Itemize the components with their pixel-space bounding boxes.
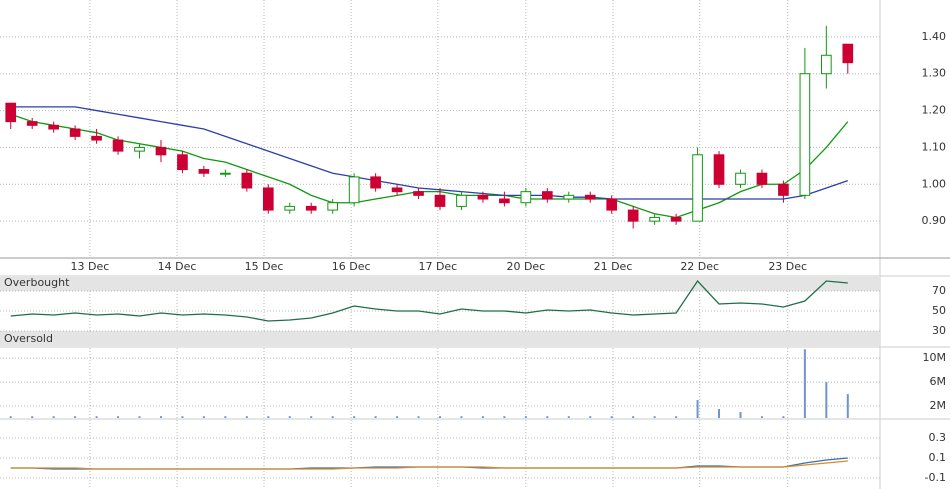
candle-body	[778, 183, 789, 196]
x-tick-label: 16 Dec	[332, 260, 371, 273]
y-tick-label: 10M	[923, 351, 947, 364]
x-tick-label: 21 Dec	[594, 260, 633, 273]
zone-label: Oversold	[4, 332, 53, 345]
y-tick-label: 1.30	[922, 67, 947, 80]
candle-body	[177, 154, 188, 171]
zone-band	[0, 276, 880, 291]
y-tick-label: 2M	[930, 399, 947, 412]
candle-body	[155, 146, 167, 156]
y-tick-label: 0.1	[929, 451, 947, 464]
candle-body	[262, 187, 274, 211]
y-tick-label: 50	[932, 304, 946, 317]
candle-body	[799, 73, 811, 196]
indicator-line	[10, 106, 849, 200]
indicator-line	[10, 460, 848, 470]
candle-body	[48, 124, 59, 130]
candle-body	[606, 198, 618, 211]
candle-body	[5, 102, 17, 123]
y-tick-label: 1.10	[922, 140, 947, 153]
candle-body	[112, 139, 124, 152]
candle-body	[198, 169, 210, 174]
candle-body	[584, 194, 596, 200]
candle-body	[821, 54, 832, 75]
y-tick-label: 1.40	[922, 30, 947, 43]
candle-body	[541, 191, 553, 200]
candle-body	[563, 194, 575, 200]
indicator-line	[10, 279, 848, 322]
candle-body	[305, 205, 317, 211]
candle-body	[842, 43, 854, 64]
y-tick-label: 6M	[930, 375, 947, 388]
candle-body	[284, 205, 296, 211]
candle-body	[499, 198, 510, 204]
candle-body	[241, 172, 253, 189]
candle-body	[391, 187, 403, 193]
y-tick-label: 0.90	[922, 214, 947, 227]
x-tick-label: 14 Dec	[158, 260, 197, 273]
candle-body	[627, 209, 639, 222]
indicator-line	[10, 113, 849, 219]
candle-body	[348, 176, 360, 204]
candle-body	[327, 202, 339, 211]
y-tick-label: 1.00	[922, 177, 947, 190]
candle-body	[434, 194, 446, 207]
zone-band	[0, 331, 880, 346]
y-tick-label: 30	[932, 324, 946, 337]
x-tick-label: 15 Dec	[245, 260, 284, 273]
x-tick-label: 13 Dec	[71, 260, 110, 273]
candle-body	[26, 121, 38, 126]
candle-body	[520, 191, 532, 204]
candle-body	[649, 216, 660, 222]
x-tick-label: 20 Dec	[506, 260, 545, 273]
candle-body	[220, 172, 231, 175]
candle-body	[456, 194, 467, 207]
candle-body	[413, 191, 424, 196]
candle-body	[69, 128, 81, 137]
y-tick-label: 70	[932, 284, 946, 297]
y-tick-label: 0.3	[929, 431, 947, 444]
candle-body	[713, 154, 725, 185]
candle-body	[735, 172, 746, 185]
x-tick-label: 17 Dec	[418, 260, 457, 273]
candle-body	[91, 135, 102, 141]
y-tick-label: -0.1	[925, 471, 946, 484]
candle-body	[670, 216, 682, 222]
candle-body	[477, 194, 489, 200]
candle-body	[134, 146, 145, 152]
zone-label: Overbought	[4, 276, 70, 289]
candle-body	[370, 176, 381, 189]
x-tick-label: 22 Dec	[680, 260, 719, 273]
x-tick-label: 23 Dec	[768, 260, 807, 273]
y-tick-label: 1.20	[922, 104, 947, 117]
candle-body	[756, 172, 768, 185]
candle-body	[692, 154, 703, 222]
